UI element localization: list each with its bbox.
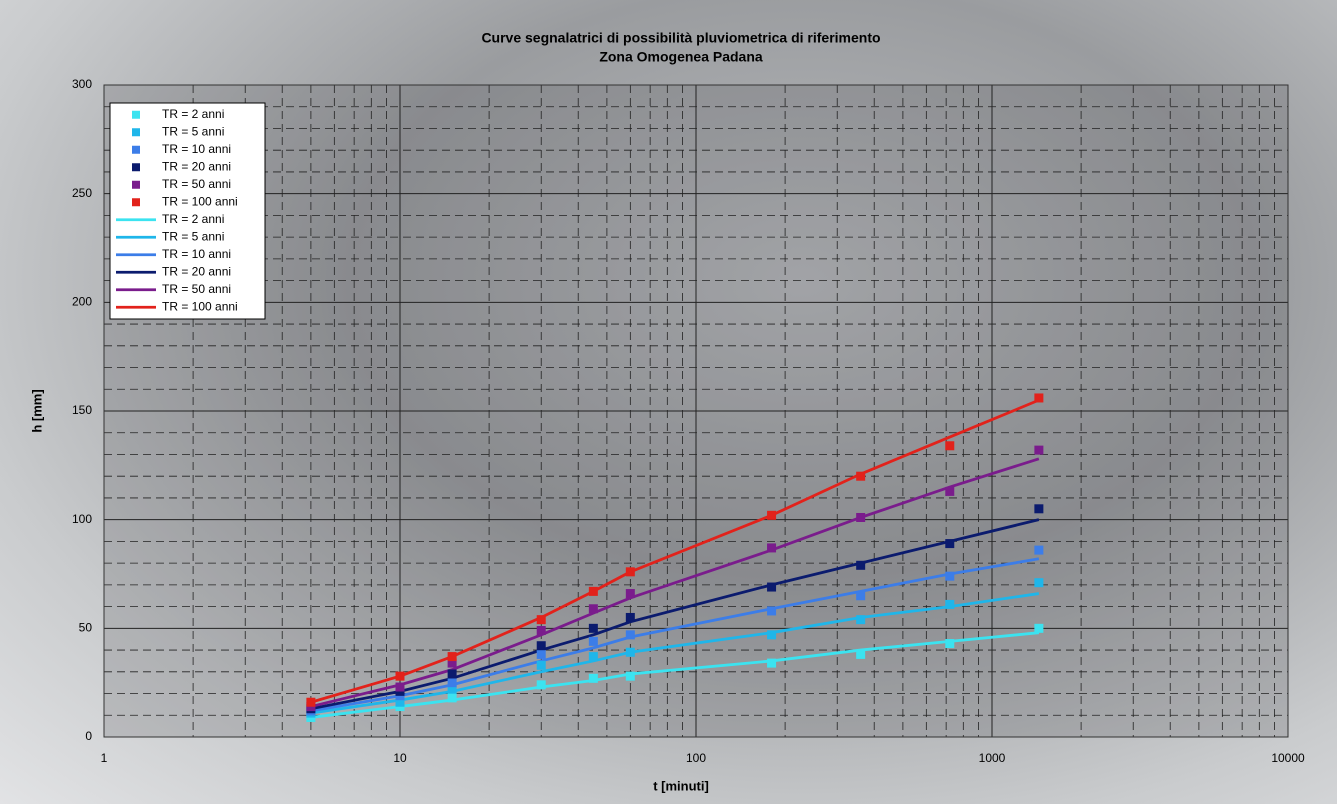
data-point (396, 672, 405, 681)
chart-subtitle: Zona Omogenea Padana (599, 49, 763, 65)
y-tick-label: 300 (72, 77, 92, 91)
data-point (537, 641, 546, 650)
data-point (767, 511, 776, 520)
legend-label: TR = 2 anni (162, 212, 224, 226)
data-point (945, 572, 954, 581)
data-point (589, 674, 598, 683)
legend-label: TR = 100 anni (162, 194, 238, 208)
x-axis-label: t [minuti] (653, 778, 709, 793)
data-point (856, 561, 865, 570)
x-tick-label: 100 (686, 751, 706, 765)
legend-label: TR = 5 anni (162, 124, 224, 138)
legend-marker (132, 146, 140, 154)
data-point (537, 661, 546, 670)
x-tick-label: 1000 (979, 751, 1006, 765)
data-point (537, 680, 546, 689)
y-tick-label: 0 (85, 729, 92, 743)
data-point (626, 613, 635, 622)
y-tick-label: 150 (72, 403, 92, 417)
y-axis-label: h [mm] (29, 389, 44, 432)
data-point (1034, 624, 1043, 633)
data-point (767, 583, 776, 592)
data-point (589, 624, 598, 633)
data-point (537, 626, 546, 635)
data-point (589, 652, 598, 661)
data-point (448, 669, 457, 678)
data-point (626, 630, 635, 639)
data-point (448, 652, 457, 661)
data-point (626, 589, 635, 598)
data-point (945, 600, 954, 609)
legend-label: TR = 10 anni (162, 142, 231, 156)
data-point (396, 683, 405, 692)
legend-marker (132, 111, 140, 119)
data-point (856, 650, 865, 659)
data-point (856, 513, 865, 522)
data-point (945, 539, 954, 548)
legend-label: TR = 50 anni (162, 177, 231, 191)
legend-label: TR = 10 anni (162, 247, 231, 261)
legend-marker (132, 163, 140, 171)
data-point (306, 698, 315, 707)
legend-label: TR = 50 anni (162, 282, 231, 296)
data-point (626, 672, 635, 681)
legend-label: TR = 2 anni (162, 107, 224, 121)
legend-label: TR = 100 anni (162, 299, 238, 313)
legend-label: TR = 20 anni (162, 159, 231, 173)
x-tick-label: 10000 (1271, 751, 1305, 765)
data-point (589, 604, 598, 613)
data-point (1034, 504, 1043, 513)
y-tick-label: 100 (72, 512, 92, 526)
data-point (767, 630, 776, 639)
data-point (589, 637, 598, 646)
data-point (537, 650, 546, 659)
chart: Curve segnalatrici di possibilità pluvio… (0, 0, 1337, 804)
data-point (945, 441, 954, 450)
y-tick-label: 50 (79, 621, 93, 635)
data-point (1034, 446, 1043, 455)
data-point (945, 639, 954, 648)
y-tick-label: 200 (72, 295, 92, 309)
data-point (767, 606, 776, 615)
chart-title: Curve segnalatrici di possibilità pluvio… (481, 30, 880, 46)
legend-marker (132, 181, 140, 189)
x-tick-label: 1 (101, 751, 108, 765)
data-point (856, 615, 865, 624)
data-point (856, 591, 865, 600)
x-tick-label: 10 (393, 751, 407, 765)
data-point (945, 487, 954, 496)
legend-marker (132, 198, 140, 206)
legend-label: TR = 5 anni (162, 229, 224, 243)
data-point (856, 472, 865, 481)
data-point (537, 615, 546, 624)
data-point (626, 648, 635, 657)
data-point (448, 678, 457, 687)
data-point (1034, 578, 1043, 587)
data-point (767, 543, 776, 552)
data-point (1034, 393, 1043, 402)
legend-marker (132, 128, 140, 136)
y-tick-label: 250 (72, 186, 92, 200)
data-point (448, 693, 457, 702)
data-point (589, 587, 598, 596)
data-point (767, 659, 776, 668)
data-point (1034, 546, 1043, 555)
legend-label: TR = 20 anni (162, 264, 231, 278)
data-point (626, 567, 635, 576)
